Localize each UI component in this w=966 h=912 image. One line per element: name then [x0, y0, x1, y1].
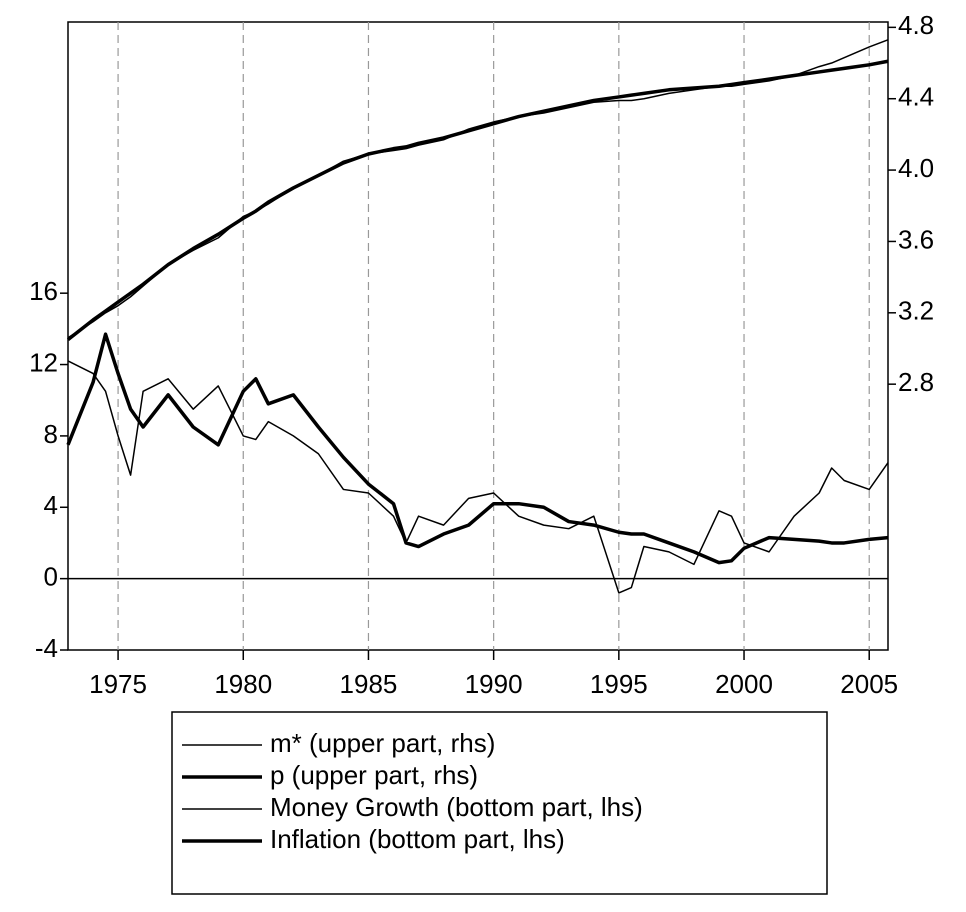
x-tick-label: 1995 [590, 669, 648, 699]
y2-tick-label: 4.8 [898, 10, 934, 40]
y2-tick-label: 4.4 [898, 82, 934, 112]
series-line [66, 332, 889, 565]
series-line [67, 39, 889, 339]
y-tick-label: 0 [44, 562, 58, 592]
x-tick-label: 1975 [89, 669, 147, 699]
y-tick-label: -4 [35, 633, 58, 663]
plot-frame [67, 21, 889, 651]
legend-label: p (upper part, rhs) [270, 760, 478, 790]
x-tick-label: 1980 [214, 669, 272, 699]
legend-label: Money Growth (bottom part, lhs) [270, 792, 643, 822]
y-tick-label: 12 [29, 347, 58, 377]
x-tick-label: 2000 [715, 669, 773, 699]
y2-tick-label: 3.6 [898, 224, 934, 254]
y-tick-label: 8 [44, 419, 58, 449]
y-tick-label: 4 [44, 490, 58, 520]
x-tick-label: 1985 [340, 669, 398, 699]
y2-tick-label: 3.2 [898, 296, 934, 326]
y2-tick-label: 2.8 [898, 367, 934, 397]
legend-label: Inflation (bottom part, lhs) [270, 824, 565, 854]
legend-label: m* (upper part, rhs) [270, 728, 495, 758]
y-tick-label: 16 [29, 276, 58, 306]
series-line [66, 59, 889, 341]
x-tick-label: 2005 [840, 669, 898, 699]
x-tick-label: 1990 [465, 669, 523, 699]
y2-tick-label: 4.0 [898, 153, 934, 183]
legend-box [171, 711, 828, 895]
series-line [67, 360, 889, 594]
